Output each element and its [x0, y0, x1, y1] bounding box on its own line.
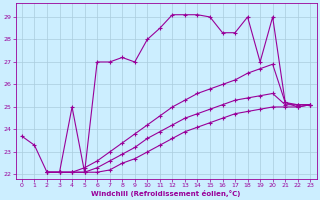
X-axis label: Windchill (Refroidissement éolien,°C): Windchill (Refroidissement éolien,°C): [92, 190, 241, 197]
